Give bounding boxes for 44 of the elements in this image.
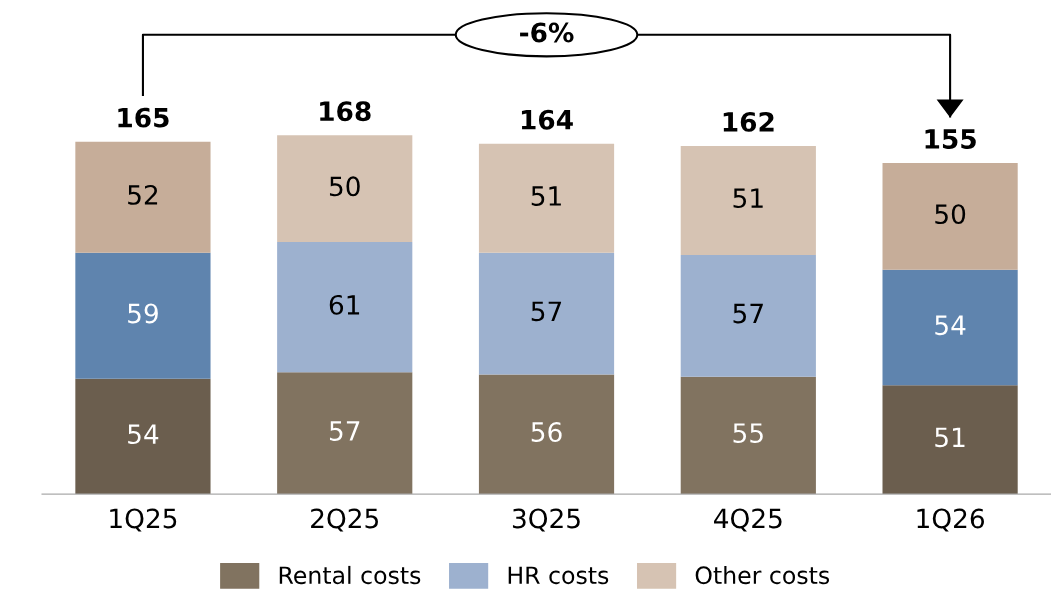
total-label: 155 [925, 129, 976, 149]
data-label: 54 [935, 315, 966, 336]
data-label: 51 [935, 427, 965, 448]
bar [882, 385, 1018, 495]
total-label: 162 [723, 111, 774, 132]
bar [882, 163, 1018, 270]
legend-label: HR costs [508, 566, 609, 585]
x-tick-label: 4Q25 [714, 508, 782, 532]
bar [882, 269, 1018, 386]
data-label: 59 [128, 303, 158, 324]
data-label: 50 [329, 176, 360, 197]
bar [75, 141, 211, 253]
bar [277, 135, 413, 243]
bar [478, 143, 615, 253]
data-label: 61 [329, 294, 360, 315]
data-label: 57 [531, 301, 562, 322]
bar [478, 374, 615, 495]
total-label: 165 [118, 107, 169, 128]
legend-label: Other costs [695, 565, 830, 585]
bar [75, 252, 211, 379]
text: -6% [520, 22, 574, 43]
data-label: 51 [531, 186, 561, 206]
bar [277, 242, 413, 373]
data-label: 51 [733, 188, 763, 209]
data-label: 52 [128, 184, 158, 205]
bar [680, 145, 816, 255]
legend-label: Rental costs [279, 565, 421, 585]
x-tick-label: 1Q26 [917, 508, 985, 532]
bar [277, 372, 413, 495]
data-label: 50 [935, 204, 966, 225]
bar [680, 254, 816, 377]
data-label: 57 [329, 421, 360, 441]
bar [680, 376, 816, 495]
x-tick-label: 2Q25 [311, 508, 378, 532]
data-label: 55 [733, 423, 763, 444]
x-tick-label: 1Q25 [110, 508, 177, 532]
total-label: 164 [521, 109, 573, 130]
data-label: 57 [733, 303, 763, 324]
bar [75, 378, 211, 495]
total-label: 168 [320, 101, 371, 122]
x-tick-label: 3Q25 [512, 508, 580, 532]
data-label: 54 [128, 424, 159, 445]
bar [478, 252, 615, 375]
data-label: 56 [531, 421, 562, 442]
